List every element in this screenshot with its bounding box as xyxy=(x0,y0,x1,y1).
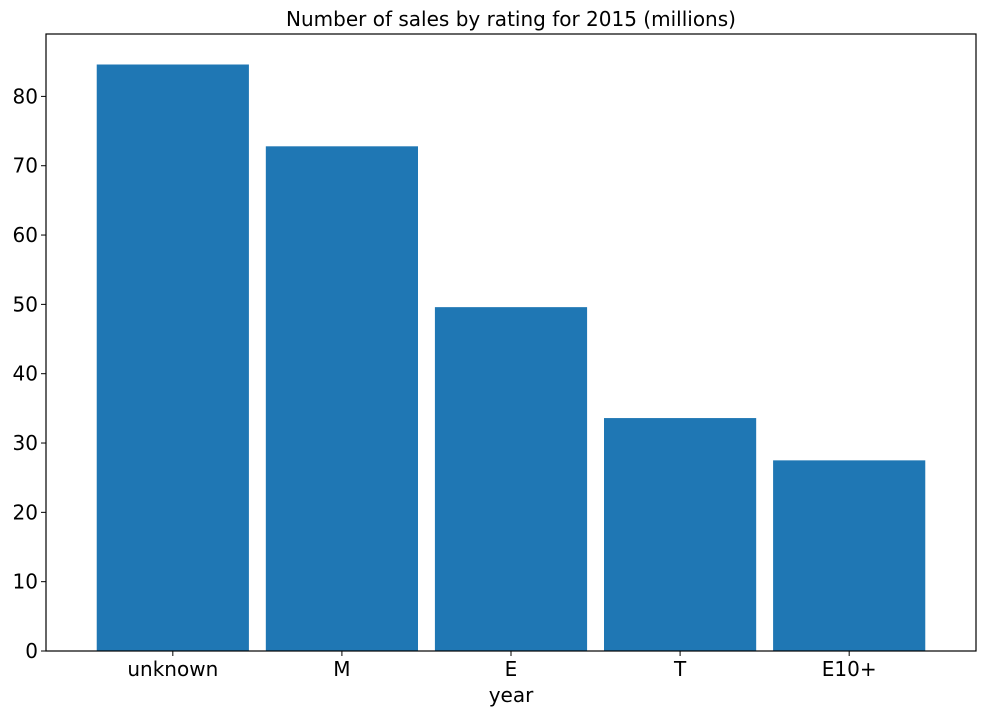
y-axis: 0 10 20 30 40 50 60 70 80 xyxy=(13,84,46,663)
bars-group xyxy=(96,64,926,652)
bar-unknown xyxy=(96,64,249,652)
x-tick-label: M xyxy=(333,657,350,681)
x-axis-label: year xyxy=(489,683,534,707)
plot-frame xyxy=(45,33,977,652)
y-tick-label: 60 xyxy=(13,223,38,247)
x-tick-label: T xyxy=(673,657,687,681)
y-tick-label: 20 xyxy=(13,500,38,524)
y-tick-label: 50 xyxy=(13,292,38,316)
x-axis: unknown M E T E10+ xyxy=(127,651,877,681)
y-tick-label: 70 xyxy=(13,154,38,178)
y-tick-label: 0 xyxy=(25,639,38,663)
x-tick-label: unknown xyxy=(127,657,218,681)
bar-t xyxy=(604,418,757,651)
x-tick-label: E xyxy=(505,657,518,681)
y-tick-label: 40 xyxy=(13,362,38,386)
x-tick-label: E10+ xyxy=(822,657,877,681)
y-tick-label: 80 xyxy=(13,84,38,108)
y-tick-label: 10 xyxy=(13,570,38,594)
bar-e10- xyxy=(773,460,926,651)
bar-m xyxy=(265,146,418,651)
bar-e xyxy=(434,307,588,651)
chart-title: Number of sales by rating for 2015 (mill… xyxy=(286,7,736,31)
y-tick-label: 30 xyxy=(13,431,38,455)
